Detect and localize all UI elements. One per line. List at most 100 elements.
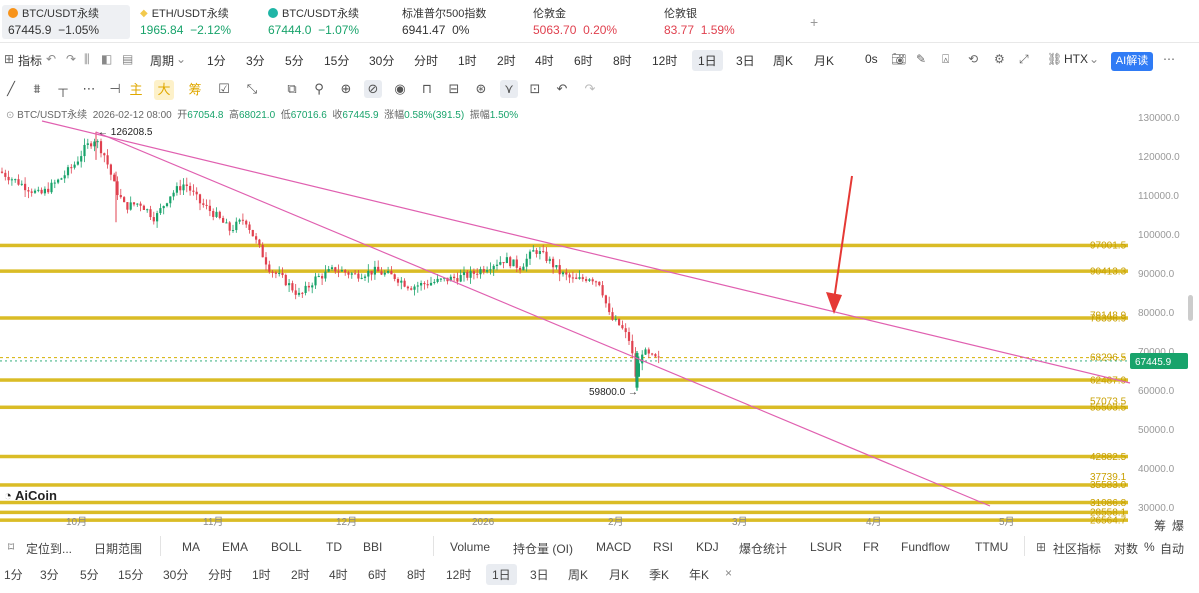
community-indicators-button[interactable]: 社区指标	[1053, 542, 1102, 556]
community-icon[interactable]: ⊞	[1036, 540, 1047, 554]
indicator-oi[interactable]: 持仓量 (OI)	[513, 542, 573, 556]
interval-5m[interactable]: 5分	[285, 54, 304, 68]
auto-scale-toggle[interactable]: 自动	[1160, 542, 1185, 556]
large-order-toggle[interactable]: 大	[154, 80, 174, 100]
chart-type-icon[interactable]: ◧	[101, 52, 113, 66]
interval-month[interactable]: 月K	[814, 54, 835, 68]
bottom-interval-6h[interactable]: 6时	[368, 568, 387, 582]
magnet-icon[interactable]: ⊘	[364, 80, 382, 98]
template-icon[interactable]: ▤	[122, 52, 134, 66]
indicator-rsi[interactable]: RSI	[653, 540, 674, 554]
chevron-down-icon[interactable]: ⌄	[176, 52, 187, 66]
indicator-volume[interactable]: Volume	[450, 540, 491, 554]
interval-1d[interactable]: 1日	[692, 50, 723, 71]
interval-week[interactable]: 周K	[773, 54, 794, 68]
date-range-button[interactable]: 日期范围	[94, 542, 143, 556]
vertical-line-icon[interactable]: ┬	[58, 81, 68, 96]
redo-icon[interactable]: ↷	[66, 52, 77, 66]
edit-icon[interactable]: ☑	[218, 81, 230, 96]
bottom-interval-timeline[interactable]: 分时	[208, 568, 233, 582]
interval-2h[interactable]: 2时	[497, 54, 516, 68]
indicator-bbi[interactable]: BBI	[363, 540, 383, 554]
chip-distribution-button[interactable]: 筹	[1154, 519, 1167, 533]
undo-icon[interactable]: ↶	[46, 52, 57, 66]
indicator-fr[interactable]: FR	[863, 540, 879, 554]
locate-button[interactable]: 定位到...	[26, 542, 73, 556]
interval-30m[interactable]: 30分	[369, 54, 395, 68]
bottom-interval-12h[interactable]: 12时	[446, 568, 472, 582]
interval-1h[interactable]: 1时	[458, 54, 477, 68]
bottom-interval-5m[interactable]: 5分	[80, 568, 99, 582]
bottom-interval-8h[interactable]: 8时	[407, 568, 426, 582]
zoom-icon[interactable]: ⊕	[340, 81, 352, 96]
bottom-interval-year[interactable]: 年K	[689, 568, 710, 582]
indicator-ma[interactable]: MA	[182, 540, 200, 554]
close-icon[interactable]: ×	[725, 566, 733, 580]
bottom-interval-1m[interactable]: 1分	[4, 568, 23, 582]
alert-icon[interactable]: ⍓	[942, 52, 950, 66]
indicator-ema[interactable]: EMA	[222, 540, 249, 554]
split-icon[interactable]: ⊣	[109, 81, 121, 96]
bottom-interval-week[interactable]: 周K	[568, 568, 589, 582]
add-tab-button[interactable]: +	[810, 14, 819, 30]
bottom-interval-3d[interactable]: 3日	[530, 568, 549, 582]
indicator-kdj[interactable]: KDJ	[696, 540, 719, 554]
ticker-tab-btc[interactable]: BTC/USDT永续 67445.9 −1.05%	[2, 5, 130, 39]
ticker-tab-eth[interactable]: ◆ ETH/USDT永续 1965.84 −2.12%	[134, 5, 262, 39]
bar-style-icon[interactable]: ⫼	[84, 52, 90, 66]
fullscreen-icon[interactable]: ⤢	[1019, 52, 1029, 66]
bottom-interval-4h[interactable]: 4时	[329, 568, 348, 582]
delete-icon[interactable]: ⊡	[529, 81, 541, 96]
indicator-fundflow[interactable]: Fundflow	[901, 540, 950, 554]
line-tool-icon[interactable]: ╱	[7, 81, 15, 96]
period-button[interactable]: 周期	[150, 54, 175, 68]
more-icon[interactable]: ⋯	[1163, 52, 1175, 66]
interval-15m[interactable]: 15分	[324, 54, 350, 68]
bottom-interval-15m[interactable]: 15分	[118, 568, 144, 582]
chevron-down-icon[interactable]: ⌄	[1089, 52, 1100, 66]
redo-icon[interactable]: ↷	[584, 81, 596, 96]
indicator-td[interactable]: TD	[326, 540, 342, 554]
bottom-interval-3m[interactable]: 3分	[40, 568, 59, 582]
ticker-tab-gold[interactable]: 伦敦金 5063.70 0.20%	[527, 5, 655, 39]
exchange-select[interactable]: HTX	[1064, 52, 1088, 66]
locate-icon[interactable]: ⌑	[8, 540, 15, 554]
interval-8h[interactable]: 8时	[613, 54, 632, 68]
bottom-interval-1d[interactable]: 1日	[486, 564, 517, 585]
pen-icon[interactable]: ✎	[916, 52, 927, 66]
scroll-handle[interactable]	[1188, 295, 1193, 321]
bottom-interval-30m[interactable]: 30分	[163, 568, 189, 582]
settings-icon[interactable]: ⚙	[994, 52, 1005, 66]
lock-icon[interactable]: ⊓	[421, 81, 433, 96]
bottom-interval-1h[interactable]: 1时	[252, 568, 271, 582]
copy-icon[interactable]: ⧉	[287, 81, 297, 96]
indicator-icon[interactable]: ⊞	[4, 52, 15, 66]
undo-icon[interactable]: ↶	[556, 81, 568, 96]
ticker-tab-silver[interactable]: 伦敦银 83.77 1.59%	[658, 5, 786, 39]
chip-toggle[interactable]: 筹	[188, 82, 202, 97]
bottom-interval-month[interactable]: 月K	[609, 568, 630, 582]
indicator-macd[interactable]: MACD	[596, 540, 632, 554]
indicator-boll[interactable]: BOLL	[271, 540, 302, 554]
percent-toggle[interactable]: %	[1144, 540, 1155, 554]
bottom-interval-2h[interactable]: 2时	[291, 568, 310, 582]
interval-4h[interactable]: 4时	[535, 54, 554, 68]
interval-6h[interactable]: 6时	[574, 54, 593, 68]
interval-12h[interactable]: 12时	[652, 54, 678, 68]
filter-icon[interactable]: ⋎	[500, 80, 518, 98]
interval-3d[interactable]: 3日	[736, 54, 755, 68]
indicator-button[interactable]: 指标	[18, 54, 43, 68]
eye-icon[interactable]: ◉	[394, 81, 406, 96]
interval-1m[interactable]: 1分	[207, 54, 226, 68]
liquidation-map-button[interactable]: 爆	[1172, 519, 1185, 533]
log-scale-toggle[interactable]: 对数	[1114, 542, 1139, 556]
interval-3m[interactable]: 3分	[246, 54, 265, 68]
settings-icon[interactable]: ⊙	[6, 110, 15, 121]
ruler-icon[interactable]: ⩩	[33, 81, 41, 96]
ai-analysis-button[interactable]: AI解读	[1111, 52, 1153, 71]
link-icon[interactable]: ⚲	[314, 81, 324, 96]
ticker-tab-btc-htx[interactable]: BTC/USDT永续 67444.0 −1.07%	[262, 5, 390, 39]
interval-timeline[interactable]: 分时	[414, 54, 439, 68]
indicator-lsur[interactable]: LSUR	[810, 540, 843, 554]
